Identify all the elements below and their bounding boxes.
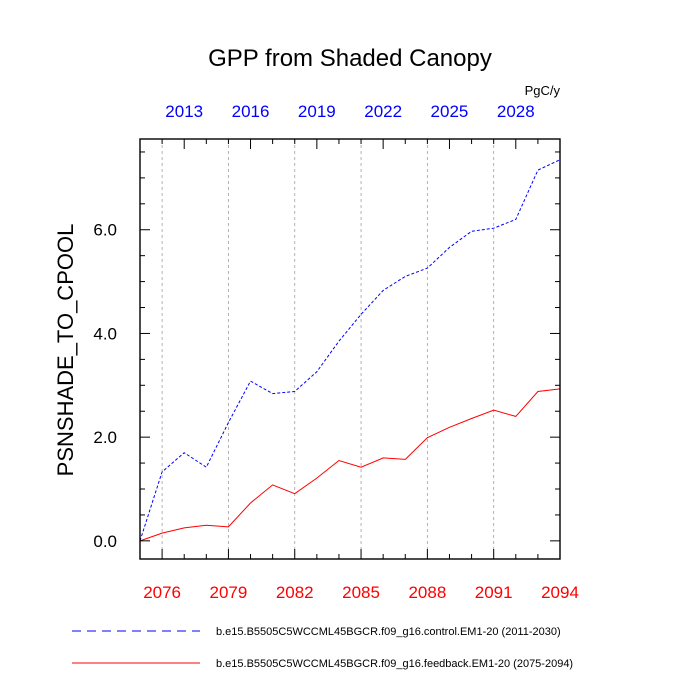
y-tick-label: 6.0	[93, 221, 117, 240]
plot-frame	[139, 138, 561, 560]
x-bottom-tick-label: 2091	[475, 583, 513, 602]
series-line-feedback	[139, 388, 561, 542]
legend-label-1: b.e15.B5505C5WCCML45BGCR.f09_g16.control…	[216, 626, 561, 638]
x-bottom-tick-label: 2079	[210, 583, 248, 602]
x-bottom-tick-label: 2076	[143, 583, 181, 602]
x-top-tick-label: 2013	[165, 102, 203, 121]
x-top-tick-label: 2028	[497, 102, 535, 121]
series-line-control	[139, 159, 561, 542]
x-bottom-tick-label: 2094	[541, 583, 579, 602]
x-top-tick-label: 2025	[431, 102, 469, 121]
x-top-tick-label: 2016	[232, 102, 270, 121]
units-label: PgC/y	[525, 83, 561, 98]
x-top-tick-label: 2019	[298, 102, 336, 121]
x-bottom-tick-label: 2085	[342, 583, 380, 602]
x-bottom-tick-label: 2082	[276, 583, 314, 602]
legend-label-2: b.e15.B5505C5WCCML45BGCR.f09_g16.feedbac…	[216, 658, 573, 670]
grid-lines	[161, 139, 495, 559]
y-tick-label: 2.0	[93, 428, 117, 447]
legend: b.e15.B5505C5WCCML45BGCR.f09_g16.control…	[72, 626, 573, 670]
y-axis-label: PSNSHADE_TO_CPOOL	[53, 224, 78, 477]
ticks-group: 2076 2079 2082 2085 2088 2091 2094 2013 2016 2019…	[93, 102, 579, 602]
y-tick-label: 0.0	[93, 532, 117, 551]
x-top-tick-label: 2022	[364, 102, 402, 121]
y-tick-label: 4.0	[93, 324, 117, 343]
x-bottom-tick-label: 2088	[408, 583, 446, 602]
series-group	[139, 159, 561, 542]
chart-title: GPP from Shaded Canopy	[208, 45, 492, 72]
